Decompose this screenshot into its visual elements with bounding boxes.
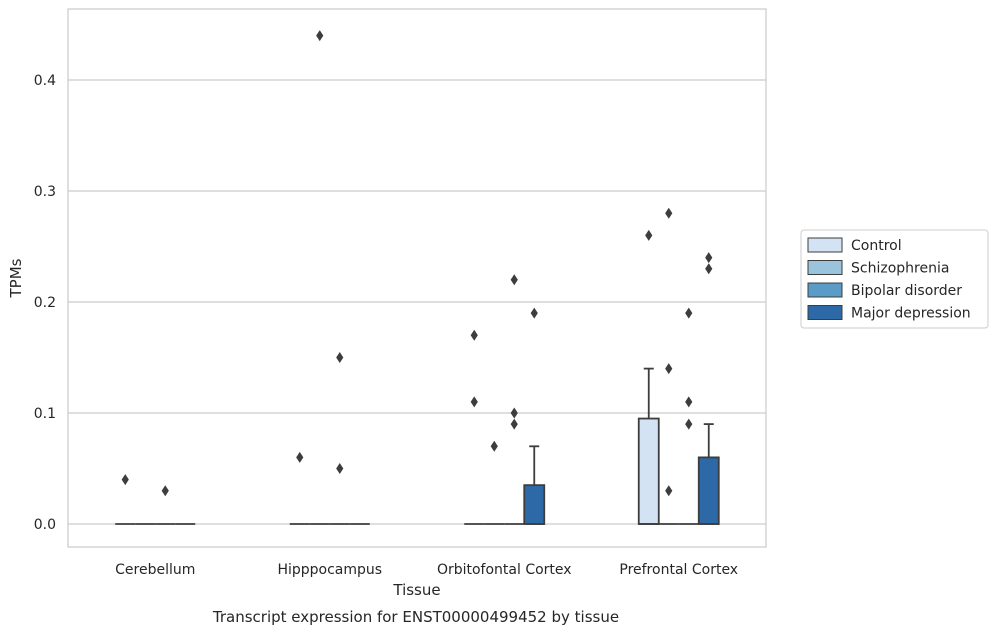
outlier-point bbox=[645, 229, 653, 241]
outlier-point bbox=[665, 485, 673, 497]
outlier-point bbox=[685, 307, 693, 319]
outlier-point bbox=[161, 485, 169, 497]
chart-caption: Transcript expression for ENST0000049945… bbox=[212, 608, 619, 626]
legend-swatch bbox=[807, 237, 843, 253]
legend-label: Bipolar disorder bbox=[851, 283, 962, 299]
y-tick-labels: 0.0 0.1 0.2 0.3 0.4 bbox=[34, 73, 56, 533]
outlier-point bbox=[490, 440, 498, 452]
legend-swatch bbox=[807, 282, 843, 298]
box-control bbox=[637, 417, 660, 525]
outlier-point bbox=[316, 30, 324, 42]
box-layer bbox=[115, 367, 720, 525]
outlier-point bbox=[510, 407, 518, 419]
legend-label: Schizophrenia bbox=[851, 261, 949, 277]
x-axis-label: Tissue bbox=[392, 581, 440, 599]
outlier-point bbox=[121, 474, 129, 486]
y-tick-label: 0.0 bbox=[34, 517, 56, 533]
box-major-depression bbox=[523, 484, 546, 525]
y-tick-label: 0.4 bbox=[34, 73, 56, 89]
y-tick-label: 0.3 bbox=[34, 184, 56, 200]
legend-label: Control bbox=[851, 238, 902, 254]
outlier-point bbox=[296, 451, 304, 463]
outlier-point bbox=[530, 307, 538, 319]
x-tick-labels: Cerebellum Hipppocampus Orbitofontal Corte… bbox=[115, 562, 738, 578]
outlier-point bbox=[510, 418, 518, 430]
outlier-point bbox=[665, 363, 673, 375]
x-tick-label: Prefrontal Cortex bbox=[619, 562, 738, 578]
outlier-point bbox=[470, 396, 478, 408]
x-tick-label: Cerebellum bbox=[115, 562, 195, 578]
y-tick-label: 0.1 bbox=[34, 406, 56, 422]
outlier-point bbox=[685, 418, 693, 430]
outlier-point bbox=[336, 352, 344, 363]
grid-layer bbox=[68, 79, 766, 525]
plot-frame bbox=[67, 8, 767, 548]
outlier-point bbox=[510, 274, 518, 286]
legend-box bbox=[800, 229, 989, 329]
outlier-point bbox=[705, 252, 713, 264]
legend-label: Major depression bbox=[851, 306, 971, 322]
y-axis-label: TPMs bbox=[7, 258, 25, 298]
y-tick-label: 0.2 bbox=[34, 295, 56, 311]
legend-swatch bbox=[807, 305, 843, 320]
legend: Control Schizophrenia Bipolar disorder Majo… bbox=[800, 229, 989, 329]
flier-layer bbox=[121, 30, 713, 497]
outlier-point bbox=[705, 263, 713, 275]
legend-swatch bbox=[807, 260, 843, 275]
outlier-point bbox=[685, 396, 693, 408]
x-tick-label: Hipppocampus bbox=[277, 562, 382, 578]
outlier-point bbox=[470, 329, 478, 341]
outlier-point bbox=[336, 463, 344, 474]
outlier-point bbox=[665, 207, 673, 219]
box-major-depression bbox=[697, 456, 720, 525]
x-tick-label: Orbitofontal Cortex bbox=[437, 562, 572, 578]
